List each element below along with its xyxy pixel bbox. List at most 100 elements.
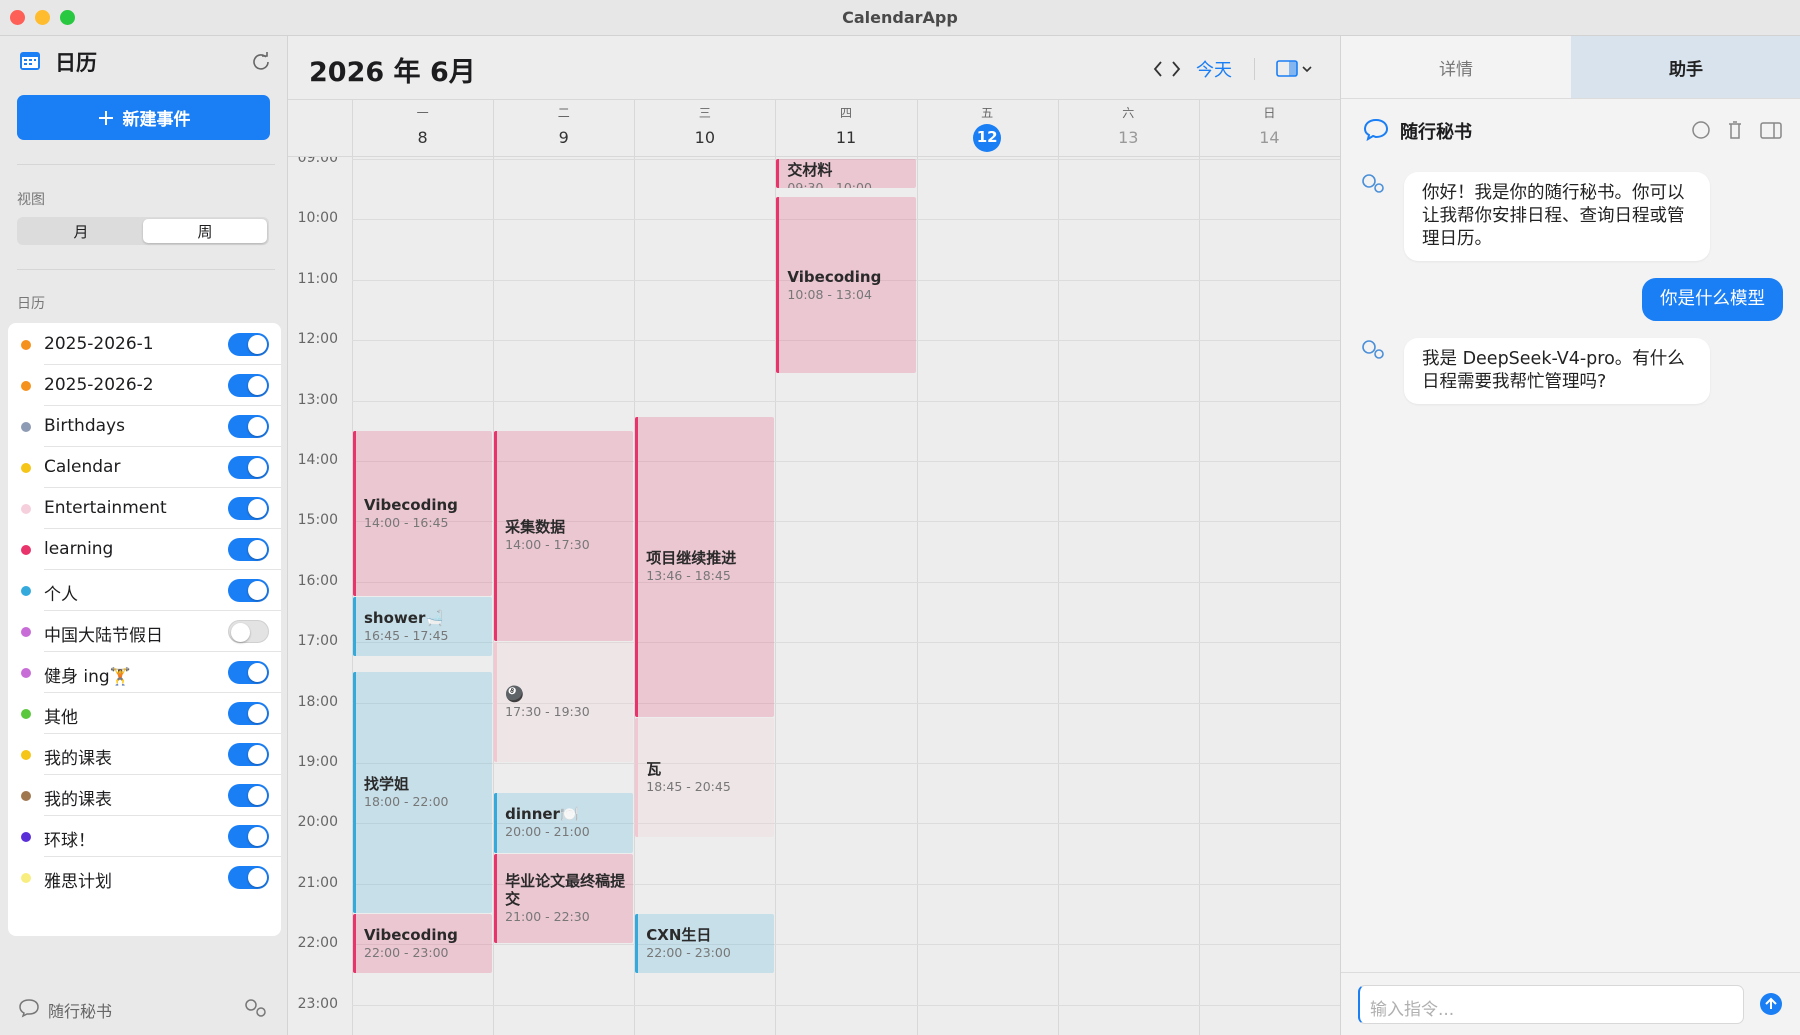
- message-row: 你好！我是你的随行秘书。你可以让我帮你安排日程、查询日程或管理日历。: [1359, 172, 1783, 261]
- toggle-knob: [231, 623, 250, 642]
- event[interactable]: 采集数据 14:00 - 17:30: [494, 430, 634, 642]
- event[interactable]: Vibecoding 10:08 - 13:04: [776, 197, 916, 374]
- event-title: 项目继续推进: [646, 549, 737, 568]
- calendar-toggle[interactable]: [228, 579, 269, 602]
- event-title: Vibecoding: [364, 926, 458, 945]
- hour-label: 12:00: [297, 331, 338, 348]
- event-time: 17:30 - 19:30: [505, 703, 590, 719]
- close-button[interactable]: [10, 10, 25, 25]
- send-button[interactable]: [1759, 992, 1783, 1016]
- event[interactable]: shower🛁 16:45 - 17:45: [353, 596, 493, 657]
- calendar-row: 2025-2026-1: [8, 324, 281, 365]
- event-time: 22:00 - 23:00: [646, 945, 731, 961]
- assistant-message: 你好！我是你的随行秘书。你可以让我帮你安排日程、查询日程或管理日历。: [1404, 172, 1710, 261]
- event[interactable]: 项目继续推进 13:46 - 18:45: [635, 416, 775, 717]
- assistant-shortcut[interactable]: 随行秘书: [48, 1002, 113, 1021]
- calendar-toggle[interactable]: [228, 825, 269, 848]
- calendar-name: 健身 ing🏋️: [44, 667, 131, 687]
- view-option[interactable]: 月: [73, 222, 89, 241]
- date-label: 14: [1259, 128, 1280, 147]
- today-marker: [973, 124, 1002, 152]
- calendar-toggle[interactable]: [228, 497, 269, 520]
- calendar-name: Calendar: [44, 457, 121, 477]
- calendar-toggle[interactable]: [228, 702, 269, 725]
- event-time: 21:00 - 22:30: [505, 908, 590, 924]
- command-input[interactable]: 输入指令...: [1358, 985, 1744, 1024]
- calendar-name: 我的课表: [44, 790, 112, 810]
- panel-tabs: 详情 助手: [1341, 36, 1800, 99]
- hour-label: 19:00: [297, 754, 338, 770]
- hour-label: 18:00: [297, 693, 338, 710]
- prev-next-buttons[interactable]: [1152, 60, 1182, 78]
- calendar-toggle[interactable]: [228, 538, 269, 561]
- minimize-button[interactable]: [35, 10, 50, 25]
- event[interactable]: 找学姐 18:00 - 22:00: [353, 672, 493, 913]
- event[interactable]: Vibecoding 14:00 - 16:45: [353, 430, 493, 596]
- calendar-toggle[interactable]: [228, 333, 269, 356]
- column-divider: [634, 157, 636, 1035]
- event-title: Vibecoding: [364, 495, 458, 514]
- calendar-toggle[interactable]: [228, 661, 269, 684]
- event-time: 16:45 - 17:45: [364, 628, 449, 644]
- event[interactable]: 🎱 17:30 - 19:30: [494, 642, 634, 762]
- divider: [1341, 972, 1800, 973]
- event-title: 🎱: [505, 684, 524, 703]
- event[interactable]: dinner🍽️ 20:00 - 21:00: [494, 793, 634, 853]
- calendar-toggle[interactable]: [228, 743, 269, 766]
- sidebar-title: 日历: [55, 51, 97, 75]
- hour-label: 11:00: [297, 270, 338, 287]
- panel-tab[interactable]: 助手: [1571, 36, 1800, 98]
- event[interactable]: 毕业论文最终稿提交 21:00 - 22:30: [494, 853, 634, 944]
- today-button[interactable]: 今天: [1196, 60, 1232, 81]
- hour-line: [352, 340, 1340, 342]
- hour-label: 17:00: [297, 633, 338, 650]
- calendar-name: learning: [44, 539, 114, 559]
- calendar-color-dot: [21, 832, 31, 842]
- event[interactable]: 瓦 18:45 - 20:45: [635, 717, 775, 838]
- plus-icon: [98, 110, 113, 125]
- view-option[interactable]: 周: [143, 219, 267, 243]
- toggle-knob: [248, 663, 267, 682]
- weekday-label: 五: [981, 106, 994, 120]
- date-label: 10: [694, 128, 716, 147]
- column-divider: [493, 157, 495, 1035]
- event[interactable]: 交材料 09:30 - 10:00: [776, 159, 916, 189]
- hour-line: [352, 521, 1340, 523]
- event[interactable]: CXN生日 22:00 - 23:00: [635, 914, 775, 974]
- calendar-toggle[interactable]: [228, 620, 269, 643]
- calendar-name: 其他: [44, 708, 78, 728]
- calendar-name: 2025-2026-2: [44, 375, 154, 395]
- hour-line: [352, 702, 1340, 704]
- refresh-button[interactable]: [251, 51, 271, 71]
- event-time: 10:08 - 13:04: [787, 286, 872, 302]
- event-title: 采集数据: [505, 518, 566, 537]
- event-title: 找学姐: [364, 775, 410, 794]
- toggle-knob: [248, 581, 267, 600]
- calendar-toggle[interactable]: [228, 784, 269, 807]
- view-label: 视图: [17, 192, 45, 208]
- calendar-row: 我的课表: [8, 775, 281, 816]
- calendar-toggle[interactable]: [228, 456, 269, 479]
- calendar-toggle[interactable]: [228, 866, 269, 889]
- calendar-color-dot: [21, 504, 31, 514]
- layout-button[interactable]: [1276, 59, 1320, 79]
- hour-label: 16:00: [297, 572, 338, 589]
- hour-line: [352, 1004, 1340, 1006]
- new-event-button[interactable]: 新建事件: [17, 95, 270, 140]
- calendar-toggle[interactable]: [228, 374, 269, 397]
- panel-tab[interactable]: 详情: [1439, 59, 1473, 80]
- calendar-toggle[interactable]: [228, 415, 269, 438]
- weekday-label: 四: [839, 106, 852, 120]
- event-time: 13:46 - 18:45: [646, 568, 731, 584]
- settings-button[interactable]: [242, 996, 270, 1020]
- hour-line: [352, 883, 1340, 885]
- zoom-button[interactable]: [60, 10, 75, 25]
- calendar-color-dot: [21, 545, 31, 555]
- event[interactable]: Vibecoding 22:00 - 23:00: [353, 914, 493, 974]
- calendar-name: 个人: [44, 585, 78, 605]
- calendar-name: Entertainment: [44, 498, 167, 518]
- calendar-row: 个人: [8, 570, 281, 611]
- event-time: 14:00 - 16:45: [364, 514, 449, 530]
- calendar-row: 我的课表: [8, 734, 281, 775]
